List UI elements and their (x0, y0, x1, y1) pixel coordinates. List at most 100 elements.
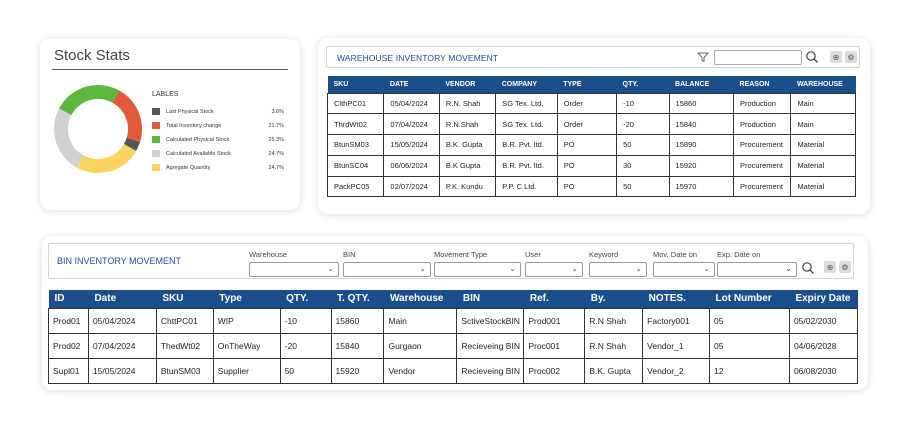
table-cell: Recieveing BIN (456, 357, 525, 384)
table-cell: 05/04/2024 (87, 307, 157, 334)
table-cell: 50 (616, 134, 670, 156)
bin-inventory-card: BIN INVENTORY MOVEMENT Warehouse ⌄ BIN ⌄ Mov… (42, 236, 868, 390)
filter-dropdown[interactable]: ⌄ (717, 262, 797, 277)
table-cell: 15/05/2024 (87, 357, 157, 384)
table-cell: Production (733, 113, 792, 136)
table-row[interactable]: BtunSC04 06/06/2024 B.K Gupta B.R. Pvt. ltd… (326, 154, 856, 177)
table-row[interactable]: Prod01 05/04/2024 ChttPC01 WIP -10 15860 Main S… (48, 307, 859, 334)
donut-segment-2 (54, 85, 142, 173)
column-header[interactable]: SKU (156, 290, 214, 308)
table-cell: Order (556, 92, 618, 115)
filter-label: Movement Type (434, 250, 488, 259)
column-header[interactable]: VENDOR (439, 76, 496, 93)
legend-swatch (152, 136, 160, 143)
table-cell: 06/08/2030 (788, 357, 859, 384)
column-header[interactable]: COMPANY (495, 76, 558, 93)
search-icon[interactable] (801, 261, 815, 275)
column-header[interactable]: SKU (327, 76, 384, 93)
table-cell: Material (790, 134, 856, 156)
column-header[interactable]: QTY. (280, 290, 332, 308)
search-icon[interactable] (805, 50, 819, 64)
legend-label: Total Inventory change (166, 122, 222, 129)
filter-dropdown[interactable]: ⌄ (589, 262, 647, 277)
legend-title: LABLES (152, 91, 179, 98)
table-cell: Prod01 (48, 307, 89, 334)
filter-icon[interactable] (697, 51, 709, 63)
filter-dropdown[interactable]: ⌄ (343, 262, 431, 277)
table-cell: Material (790, 175, 856, 198)
settings-icon[interactable]: ⚙ (839, 261, 851, 273)
column-header[interactable]: Ref. (523, 290, 585, 308)
filter-label: Mov. Date on (653, 250, 698, 259)
table-row[interactable]: ThrdWt02 07/04/2024 R.N.Shah SG Tex. Ltd. Or… (326, 113, 856, 136)
zoom-icon[interactable]: ⊕ (824, 261, 836, 273)
column-header[interactable]: T. QTY. (331, 290, 384, 308)
filter-dropdown[interactable]: ⌄ (525, 262, 583, 277)
chevron-down-icon: ⌄ (785, 264, 792, 273)
column-header[interactable]: Warehouse (383, 290, 457, 308)
chevron-down-icon: ⌄ (419, 264, 426, 273)
table-cell: ThedWt02 (155, 332, 214, 359)
legend-swatch (152, 164, 160, 171)
table-row[interactable]: Supl01 15/05/2024 BtunSM03 Supplier 50 15920 V… (48, 357, 859, 384)
table-cell: -20 (279, 332, 332, 359)
table-cell: 15840 (330, 332, 385, 359)
settings-icon[interactable]: ⚙ (845, 51, 857, 63)
column-header[interactable]: Expiry Date (789, 290, 858, 308)
filter-dropdown[interactable]: ⌄ (249, 262, 339, 277)
column-header[interactable]: DATE (383, 76, 440, 93)
legend-swatch (152, 108, 160, 115)
column-header[interactable]: NOTES. (642, 290, 710, 308)
column-header[interactable]: BALANCE (669, 76, 734, 93)
column-header[interactable]: BIN (456, 290, 524, 308)
column-header[interactable]: REASON (733, 76, 791, 93)
filter-dropdown[interactable]: ⌄ (653, 262, 715, 277)
column-header[interactable]: QTY. (616, 76, 670, 93)
legend-item: Calculated Physical Stock 25.3% (152, 135, 284, 144)
zoom-icon[interactable]: ⊕ (830, 51, 842, 63)
column-header[interactable]: ID (48, 290, 89, 308)
table-cell: 50 (279, 357, 332, 384)
stock-stats-card: Stock Stats LABLES Last Physical Stock 3.… (40, 39, 300, 210)
stock-stats-title: Stock Stats (54, 47, 130, 64)
table-row[interactable]: Prod02 07/04/2024 ThedWt02 OnTheWay -20 15840… (48, 332, 859, 359)
legend-label: Calculated Physical Stock (166, 136, 230, 143)
column-header[interactable]: By. (584, 290, 643, 308)
stock-stats-divider (52, 69, 288, 70)
table-cell: Supl01 (48, 357, 89, 384)
chevron-down-icon: ⌄ (509, 264, 516, 273)
warehouse-search-input[interactable] (714, 50, 802, 65)
table-cell: 05/04/2024 (383, 92, 440, 115)
legend-label: Last Physical Stock (166, 108, 214, 115)
warehouse-inventory-card: WAREHOUSE INVENTORY MOVEMENT ⊕ ⚙ SKU DATE… (318, 38, 870, 214)
table-cell: 05 (709, 307, 790, 334)
table-cell: B.R. Pvt. ltd. (495, 134, 558, 156)
table-cell: 15860 (330, 307, 385, 334)
legend-value: 21.7% (268, 122, 284, 129)
table-cell: Vendor (383, 357, 458, 384)
warehouse-inventory-title: WAREHOUSE INVENTORY MOVEMENT (337, 53, 499, 63)
stock-donut-chart (54, 85, 142, 173)
table-cell: Production (733, 92, 792, 115)
column-header[interactable]: TYPE (557, 76, 617, 93)
table-cell: 30 (616, 154, 670, 177)
table-cell: BtunSC04 (326, 154, 385, 177)
column-header[interactable]: Lot Number (709, 290, 790, 308)
table-cell: Procurement (733, 175, 792, 198)
table-row[interactable]: ClthPC01 05/04/2024 R.N. Shah SG Tex. Ltd. O… (326, 92, 856, 115)
table-cell: 07/04/2024 (87, 332, 157, 359)
table-cell: ClthPC01 (326, 92, 385, 115)
filter-dropdown[interactable]: ⌄ (434, 262, 521, 277)
legend-item: Total Inventory change 21.7% (152, 121, 284, 130)
column-header[interactable]: Type (213, 290, 281, 308)
column-header[interactable]: WAREHOUSE (790, 76, 856, 93)
table-row[interactable]: PackPC05 02/07/2024 P.K. Kundu P.P. C Ltd. P… (326, 175, 856, 198)
table-cell: 04/06/2028 (788, 332, 859, 359)
table-cell: BtunSM03 (326, 134, 385, 156)
table-cell: 50 (616, 175, 670, 198)
table-cell: Supplier (212, 357, 281, 384)
column-header[interactable]: Date (88, 290, 157, 308)
table-cell: Main (790, 113, 856, 136)
table-row[interactable]: BtunSM03 15/05/2024 B.K. Gupta B.R. Pvt. lt… (326, 134, 856, 156)
table-cell: Material (790, 154, 856, 177)
